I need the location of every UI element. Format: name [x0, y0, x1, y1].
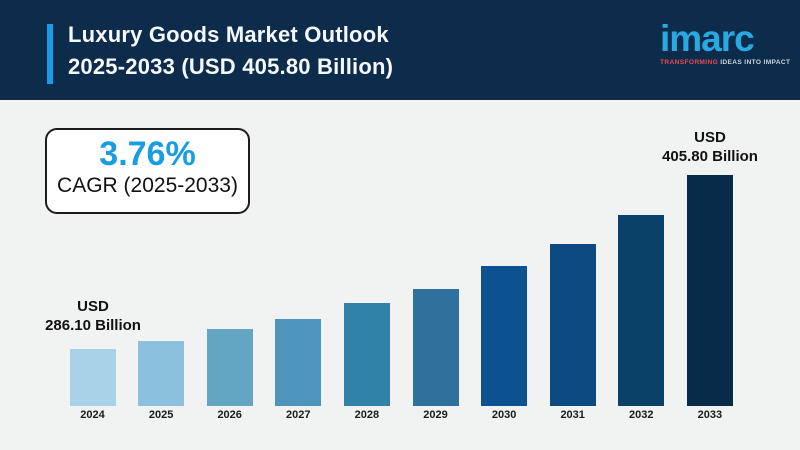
x-axis-label-2030: 2030 — [491, 409, 517, 421]
x-axis-label-2027: 2027 — [286, 409, 311, 421]
bar-2024 — [69, 349, 116, 406]
bar-2031 — [549, 244, 596, 406]
last-bar-value-line1: USD — [694, 129, 726, 146]
header: Luxury Goods Market Outlook 2025-2033 (U… — [0, 0, 800, 100]
page-title-line1: Luxury Goods Market Outlook — [68, 22, 389, 47]
first-bar-value-line2: 286.10 Billion — [45, 317, 141, 334]
x-axis-label-2031: 2031 — [560, 409, 585, 421]
x-axis-label-2032: 2032 — [629, 409, 654, 421]
bar-2033 — [686, 175, 733, 406]
last-bar-value-label: USD 405.80 Billion — [625, 128, 795, 166]
cagr-label: CAGR (2025-2033) — [57, 174, 238, 197]
x-axis-label-2025: 2025 — [148, 409, 174, 421]
bar-2032 — [618, 215, 665, 406]
cagr-box: 3.76% CAGR (2025-2033) — [45, 128, 250, 214]
logo-tagline-accent: TRANSFORMING — [660, 59, 719, 66]
first-bar-value-label: USD 286.10 Billion — [8, 297, 178, 335]
bar-2026 — [206, 329, 253, 406]
imarc-logo-text: imarc — [660, 18, 755, 59]
title-accent-bar — [47, 24, 53, 84]
bar-2027 — [275, 319, 322, 406]
bar-2029 — [412, 289, 459, 406]
x-axis-label-2024: 2024 — [80, 409, 105, 421]
page-title: Luxury Goods Market Outlook 2025-2033 (U… — [68, 19, 393, 83]
bar-2028 — [343, 303, 390, 406]
bar-2030 — [481, 266, 528, 406]
x-axis-label-2028: 2028 — [354, 409, 380, 421]
first-bar-value-line1: USD — [77, 298, 109, 315]
x-axis-label-2026: 2026 — [217, 409, 242, 421]
x-axis-label-2029: 2029 — [423, 409, 448, 421]
bar-2025 — [138, 341, 185, 406]
imarc-logo: imarc TRANSFORMING IDEAS INTO IMPACT — [660, 18, 790, 67]
imarc-logo-tagline: TRANSFORMING IDEAS INTO IMPACT — [660, 59, 790, 66]
last-bar-value-line2: 405.80 Billion — [662, 148, 758, 165]
logo-tagline-rest: IDEAS INTO IMPACT — [718, 59, 791, 66]
x-axis-label-2033: 2033 — [697, 409, 723, 421]
cagr-value: 3.76% — [99, 135, 196, 173]
page-title-line2: 2025-2033 (USD 405.80 Billion) — [68, 54, 394, 79]
